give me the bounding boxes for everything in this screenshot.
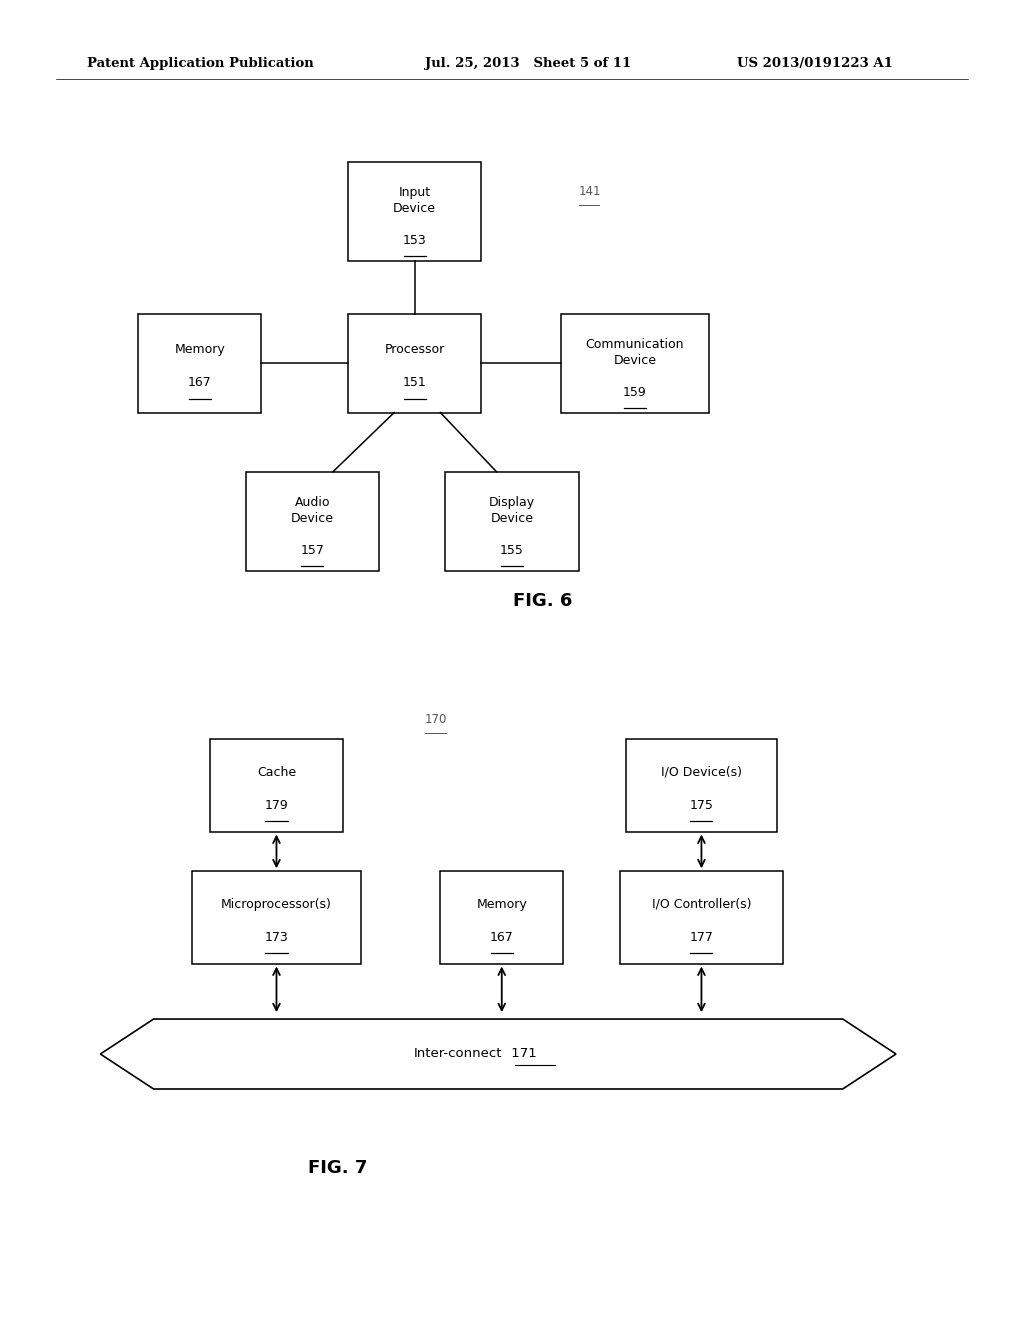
FancyBboxPatch shape: [440, 871, 563, 964]
Text: I/O Controller(s): I/O Controller(s): [651, 898, 752, 911]
Text: 159: 159: [623, 385, 647, 399]
Text: Memory: Memory: [476, 898, 527, 911]
Text: 175: 175: [689, 799, 714, 812]
Text: FIG. 6: FIG. 6: [513, 591, 572, 610]
Text: Cache: Cache: [257, 766, 296, 779]
Text: Audio
Device: Audio Device: [291, 496, 334, 525]
Text: US 2013/0191223 A1: US 2013/0191223 A1: [737, 57, 893, 70]
FancyBboxPatch shape: [246, 473, 379, 570]
Text: 179: 179: [264, 799, 289, 812]
FancyBboxPatch shape: [561, 314, 709, 412]
Text: 167: 167: [489, 931, 514, 944]
Text: Inter-connect: Inter-connect: [414, 1047, 502, 1060]
FancyBboxPatch shape: [620, 871, 783, 964]
Text: Communication
Device: Communication Device: [586, 338, 684, 367]
Text: 170: 170: [425, 713, 447, 726]
Text: 151: 151: [402, 376, 427, 389]
Text: Memory: Memory: [174, 343, 225, 356]
FancyBboxPatch shape: [626, 739, 777, 832]
FancyBboxPatch shape: [138, 314, 261, 412]
FancyBboxPatch shape: [445, 473, 579, 570]
Text: I/O Device(s): I/O Device(s): [660, 766, 742, 779]
Text: 155: 155: [500, 544, 524, 557]
FancyBboxPatch shape: [210, 739, 343, 832]
Text: 173: 173: [264, 931, 289, 944]
Text: 153: 153: [402, 234, 427, 247]
Text: 167: 167: [187, 376, 212, 389]
Text: 171: 171: [507, 1047, 537, 1060]
Text: Processor: Processor: [385, 343, 444, 356]
FancyBboxPatch shape: [348, 162, 481, 261]
Text: Input
Device: Input Device: [393, 186, 436, 215]
Text: 157: 157: [300, 544, 325, 557]
Text: 141: 141: [579, 185, 601, 198]
Polygon shape: [100, 1019, 896, 1089]
FancyBboxPatch shape: [348, 314, 481, 412]
Text: 177: 177: [689, 931, 714, 944]
FancyBboxPatch shape: [193, 871, 361, 964]
Text: FIG. 7: FIG. 7: [308, 1159, 368, 1177]
Text: Jul. 25, 2013   Sheet 5 of 11: Jul. 25, 2013 Sheet 5 of 11: [425, 57, 631, 70]
Text: Patent Application Publication: Patent Application Publication: [87, 57, 313, 70]
Text: Microprocessor(s): Microprocessor(s): [221, 898, 332, 911]
Text: Display
Device: Display Device: [488, 496, 536, 525]
